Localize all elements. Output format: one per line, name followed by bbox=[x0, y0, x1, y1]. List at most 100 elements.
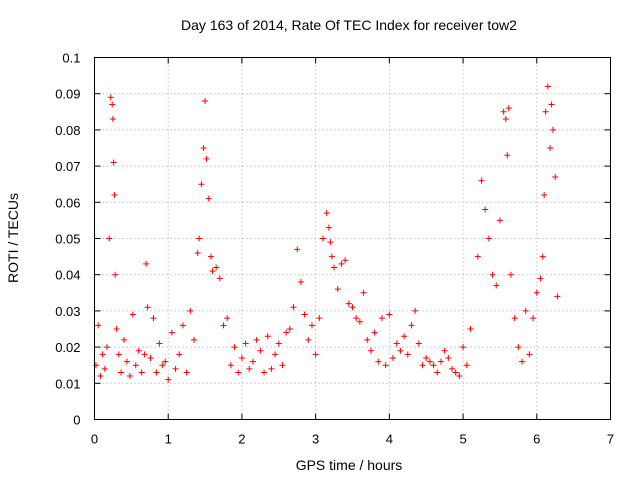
data-point bbox=[393, 340, 400, 347]
data-point bbox=[143, 260, 150, 267]
data-point bbox=[530, 315, 537, 322]
data-point bbox=[138, 369, 145, 376]
data-point bbox=[99, 351, 106, 358]
y-tick-label: 0.03 bbox=[55, 304, 80, 319]
data-point bbox=[338, 260, 345, 267]
x-tick-label: 2 bbox=[238, 432, 245, 447]
data-point bbox=[202, 97, 209, 104]
data-point bbox=[113, 326, 120, 332]
data-point bbox=[539, 253, 546, 260]
plot-frame bbox=[94, 57, 611, 420]
data-point bbox=[334, 286, 341, 293]
data-point bbox=[537, 275, 544, 282]
y-tick-label: 0.07 bbox=[55, 159, 80, 174]
data-point bbox=[419, 362, 426, 369]
data-point bbox=[426, 358, 433, 365]
data-point bbox=[505, 105, 512, 112]
data-point bbox=[327, 239, 334, 246]
data-point bbox=[115, 351, 122, 358]
data-point bbox=[463, 362, 470, 369]
data-point bbox=[168, 329, 175, 336]
data-point bbox=[268, 365, 275, 372]
y-tick-labels: 0 0.01 0.02 0.03 0.04 0.05 0.06 0.07 0.08 0.09 0.1 bbox=[55, 51, 80, 428]
data-point bbox=[165, 376, 172, 383]
data-point bbox=[213, 264, 220, 271]
data-point bbox=[257, 347, 264, 354]
data-point bbox=[92, 362, 99, 369]
data-point bbox=[401, 333, 408, 340]
data-point bbox=[290, 304, 297, 311]
data-point bbox=[238, 354, 245, 361]
y-tick-label: 0.06 bbox=[55, 195, 80, 210]
data-point bbox=[153, 369, 160, 376]
data-point bbox=[519, 358, 526, 365]
data-point bbox=[156, 340, 163, 347]
x-tick-label: 6 bbox=[533, 432, 540, 447]
data-point bbox=[106, 235, 113, 242]
data-point bbox=[371, 329, 378, 336]
data-point bbox=[541, 192, 548, 199]
data-point bbox=[445, 354, 452, 361]
data-point bbox=[112, 271, 119, 278]
chart-title: Day 163 of 2014, Rate Of TEC Index for r… bbox=[181, 17, 517, 33]
data-point bbox=[176, 351, 183, 358]
data-point bbox=[312, 351, 319, 358]
data-point bbox=[467, 326, 474, 332]
data-point bbox=[179, 322, 186, 329]
data-point bbox=[249, 358, 256, 365]
data-point bbox=[342, 257, 349, 264]
data-point bbox=[279, 362, 286, 369]
data-point bbox=[129, 311, 136, 318]
data-point bbox=[412, 307, 419, 314]
data-point bbox=[552, 173, 559, 180]
data-point bbox=[104, 344, 111, 351]
data-point bbox=[423, 354, 430, 361]
data-point bbox=[235, 369, 242, 376]
data-point bbox=[515, 344, 522, 351]
data-point bbox=[316, 315, 323, 322]
y-tick-label: 0 bbox=[73, 413, 80, 428]
data-point bbox=[191, 336, 198, 343]
data-point bbox=[109, 101, 116, 108]
data-point bbox=[434, 369, 441, 376]
data-point bbox=[297, 278, 304, 285]
x-axis-label: GPS time / hours bbox=[296, 457, 403, 473]
data-point bbox=[452, 369, 459, 376]
data-point bbox=[449, 365, 456, 372]
data-point bbox=[242, 340, 249, 347]
data-point bbox=[456, 373, 463, 380]
data-point bbox=[207, 253, 214, 260]
y-tick-label: 0.01 bbox=[55, 376, 80, 391]
data-point bbox=[544, 83, 551, 90]
data-point bbox=[162, 358, 169, 365]
data-point bbox=[353, 315, 360, 322]
data-point bbox=[331, 264, 338, 271]
data-point bbox=[209, 268, 216, 275]
data-point bbox=[489, 271, 496, 278]
data-point bbox=[305, 336, 312, 343]
data-point bbox=[141, 351, 148, 358]
data-point bbox=[493, 282, 500, 289]
data-point bbox=[200, 145, 207, 151]
y-tick-label: 0.09 bbox=[55, 87, 80, 102]
data-point bbox=[356, 318, 363, 325]
data-point bbox=[196, 235, 203, 242]
data-point bbox=[349, 304, 356, 311]
data-point bbox=[345, 300, 352, 307]
data-point bbox=[404, 351, 411, 358]
data-point bbox=[550, 126, 557, 133]
x-tick-label: 5 bbox=[459, 432, 466, 447]
data-point bbox=[172, 365, 179, 372]
data-point bbox=[294, 246, 301, 253]
data-point bbox=[437, 358, 444, 365]
data-point bbox=[364, 336, 371, 343]
data-point bbox=[500, 108, 507, 115]
data-point bbox=[107, 94, 114, 101]
x-tick-label: 1 bbox=[165, 432, 172, 447]
data-point bbox=[554, 293, 561, 300]
x-tick-label: 4 bbox=[386, 432, 393, 447]
data-point bbox=[382, 362, 389, 369]
data-point bbox=[132, 362, 139, 369]
y-tick-label: 0.1 bbox=[62, 51, 80, 66]
data-point bbox=[283, 329, 290, 336]
